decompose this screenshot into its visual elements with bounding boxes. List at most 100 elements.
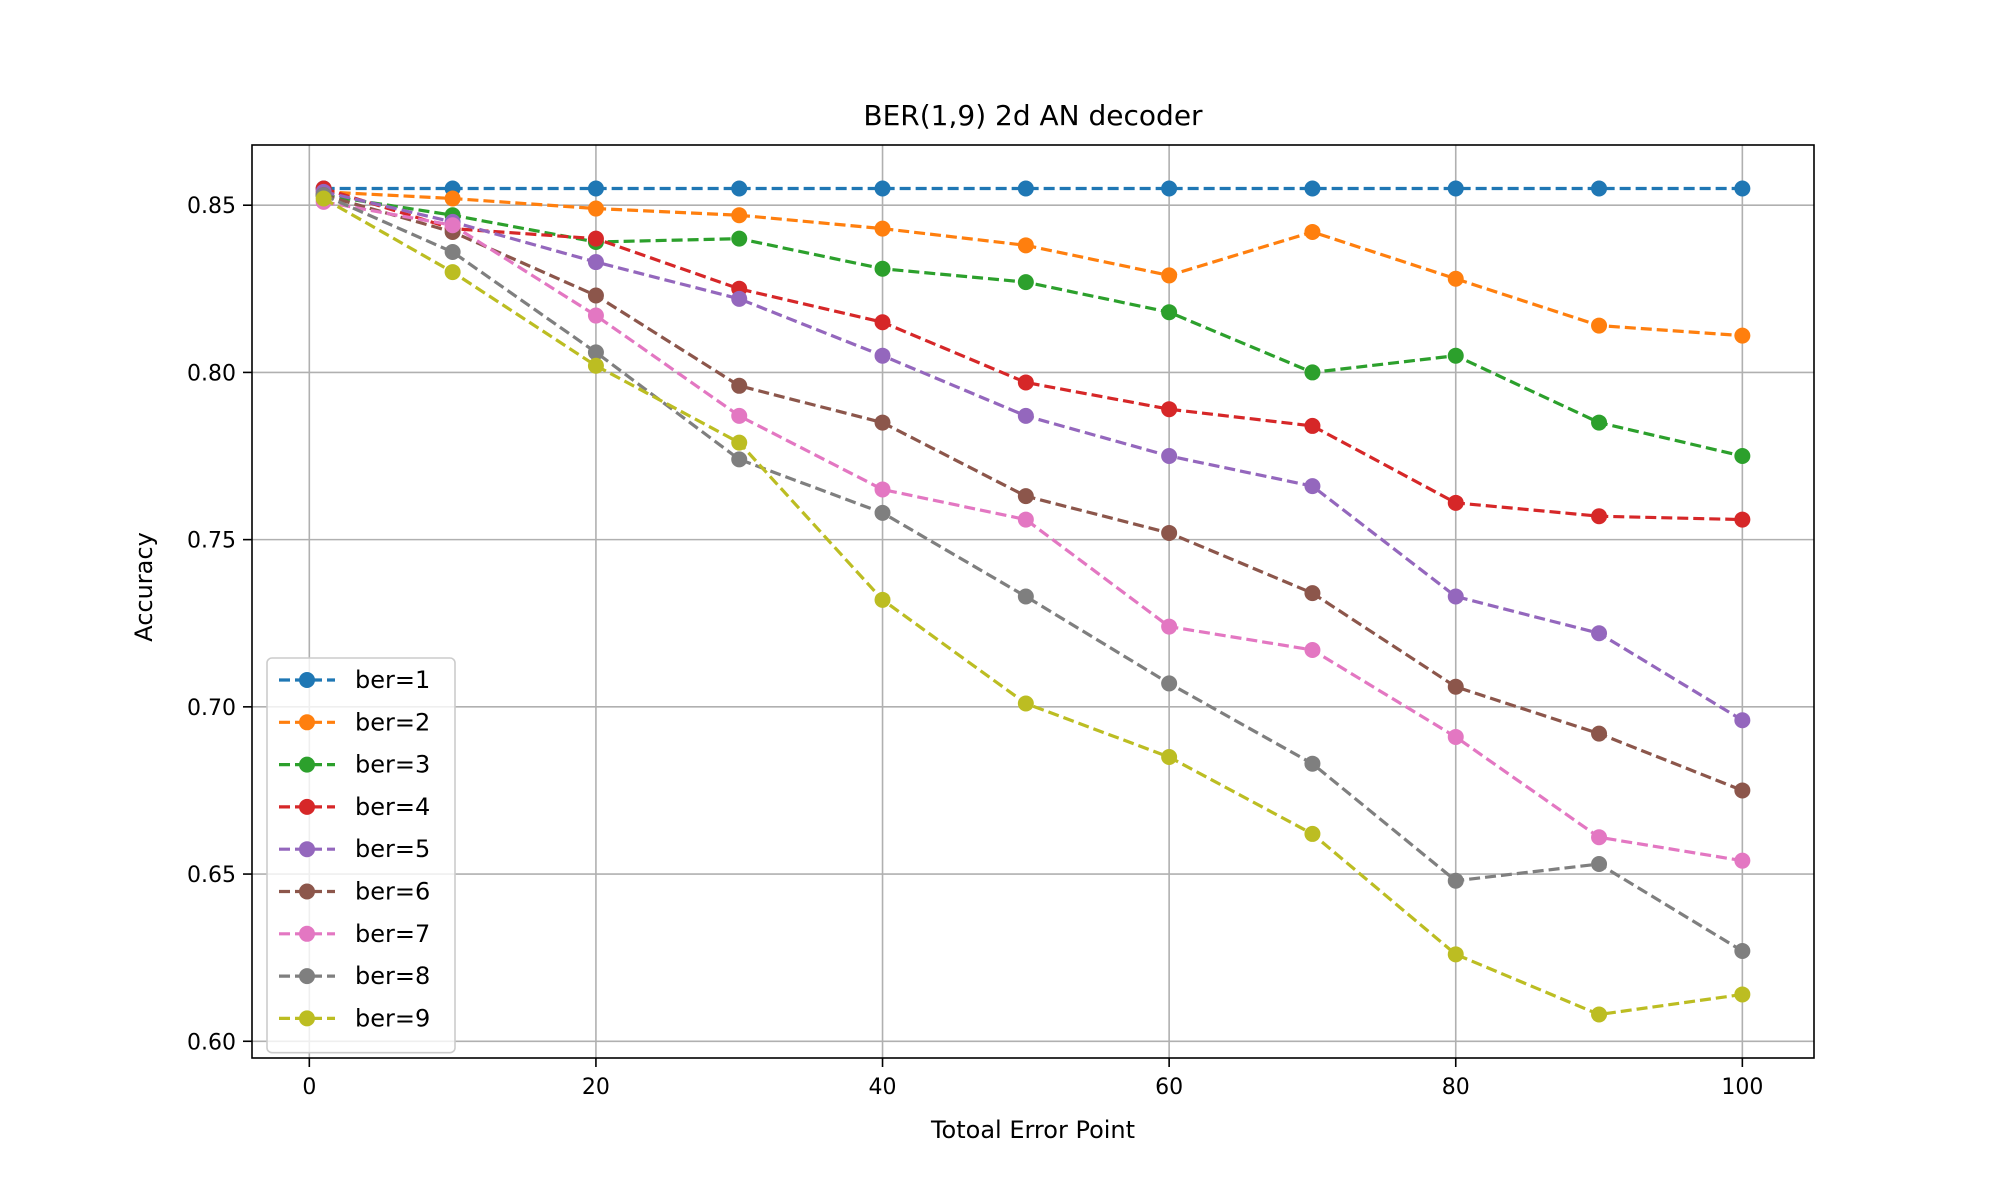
data-point: [1017, 274, 1034, 291]
data-point: [1017, 695, 1034, 712]
data-point: [1447, 347, 1464, 364]
legend-marker: [299, 883, 315, 900]
legend-label: ber=1: [355, 666, 430, 694]
x-tick-label: 80: [1442, 1075, 1470, 1100]
legend-item: ber=5: [279, 835, 430, 863]
data-point: [1447, 270, 1464, 287]
legend-label: ber=5: [355, 835, 430, 863]
x-tick-label: 20: [582, 1075, 610, 1100]
legend-item: ber=2: [279, 708, 430, 736]
data-point: [1591, 508, 1608, 525]
data-point: [1304, 364, 1321, 381]
data-point: [587, 230, 604, 247]
data-point: [874, 591, 891, 608]
legend-label: ber=2: [355, 708, 430, 736]
data-point: [1161, 304, 1178, 321]
x-axis-label: Totoal Error Point: [930, 1116, 1135, 1144]
data-point: [874, 180, 891, 197]
data-point: [444, 190, 461, 207]
data-point: [1734, 448, 1751, 465]
data-point: [1017, 237, 1034, 254]
data-point: [1591, 180, 1608, 197]
legend-label: ber=9: [355, 1004, 430, 1032]
legend-marker: [299, 968, 315, 985]
data-point: [1734, 327, 1751, 344]
plot-area-frame: [251, 144, 1815, 1059]
legend-marker: [299, 672, 315, 688]
series-ber-9: [315, 190, 1751, 1023]
data-point: [1304, 223, 1321, 240]
x-tick-label: 40: [869, 1075, 897, 1100]
y-tick-label: 0.60: [187, 1030, 236, 1055]
data-point: [1304, 478, 1321, 495]
data-point: [874, 504, 891, 521]
legend-item: ber=7: [279, 920, 430, 948]
data-point: [1447, 678, 1464, 695]
data-point: [444, 244, 461, 261]
legend-label: ber=7: [355, 920, 430, 948]
data-point: [587, 180, 604, 197]
data-point: [1734, 782, 1751, 799]
data-point: [1734, 942, 1751, 959]
data-point: [1017, 488, 1034, 505]
data-point: [315, 190, 332, 207]
legend-marker: [299, 756, 315, 773]
y-tick-label: 0.75: [187, 529, 236, 554]
data-point: [1017, 180, 1034, 197]
legend-item: ber=4: [279, 793, 430, 821]
data-point: [1734, 712, 1751, 729]
chart-title: BER(1,9) 2d AN decoder: [863, 99, 1203, 132]
data-point: [1161, 448, 1178, 465]
data-point: [1161, 267, 1178, 284]
x-tick-label: 0: [302, 1075, 316, 1100]
legend: ber=1 ber=2 ber=3 ber=4 ber=5 ber=6 ber=7 ber=8…: [266, 657, 456, 1054]
data-point: [1017, 407, 1034, 424]
x-tick-label: 60: [1155, 1075, 1183, 1100]
series-ber-4: [315, 180, 1751, 528]
data-point: [1161, 618, 1178, 635]
legend-item: ber=8: [279, 962, 430, 990]
data-point: [731, 434, 748, 451]
legend-item: ber=6: [279, 878, 430, 906]
data-point: [587, 254, 604, 271]
data-point: [587, 200, 604, 217]
data-point: [874, 260, 891, 277]
legend-marker: [299, 841, 315, 858]
legend-box: [266, 657, 456, 1054]
data-point: [1591, 856, 1608, 873]
data-point: [731, 290, 748, 307]
series-ber-2: [315, 183, 1751, 344]
data-point: [1447, 588, 1464, 605]
data-point: [1017, 374, 1034, 391]
series-line: [323, 200, 1743, 863]
data-point: [731, 451, 748, 468]
data-point: [1734, 511, 1751, 528]
data-point: [587, 357, 604, 374]
y-tick-label: 0.70: [187, 696, 236, 721]
data-point: [731, 230, 748, 247]
data-point: [1304, 825, 1321, 842]
x-tick-label: 100: [1721, 1075, 1763, 1100]
data-point: [1161, 749, 1178, 766]
data-point: [1161, 675, 1178, 692]
series-line: [323, 193, 1744, 953]
data-point: [1591, 829, 1608, 846]
data-point: [874, 220, 891, 237]
data-point: [444, 264, 461, 281]
data-point: [1734, 180, 1751, 197]
legend-label: ber=8: [355, 962, 430, 990]
legend-marker: [299, 798, 315, 815]
data-point: [1161, 524, 1178, 541]
legend-marker: [299, 714, 315, 731]
data-point: [1017, 588, 1034, 605]
data-point: [731, 207, 748, 224]
legend-marker: [299, 1010, 315, 1027]
data-point: [1734, 852, 1751, 869]
data-point: [731, 180, 748, 197]
data-point: [1304, 180, 1321, 197]
y-tick-label: 0.80: [187, 361, 236, 386]
data-point: [731, 407, 748, 424]
legend-marker: [299, 925, 315, 942]
data-point: [874, 414, 891, 431]
